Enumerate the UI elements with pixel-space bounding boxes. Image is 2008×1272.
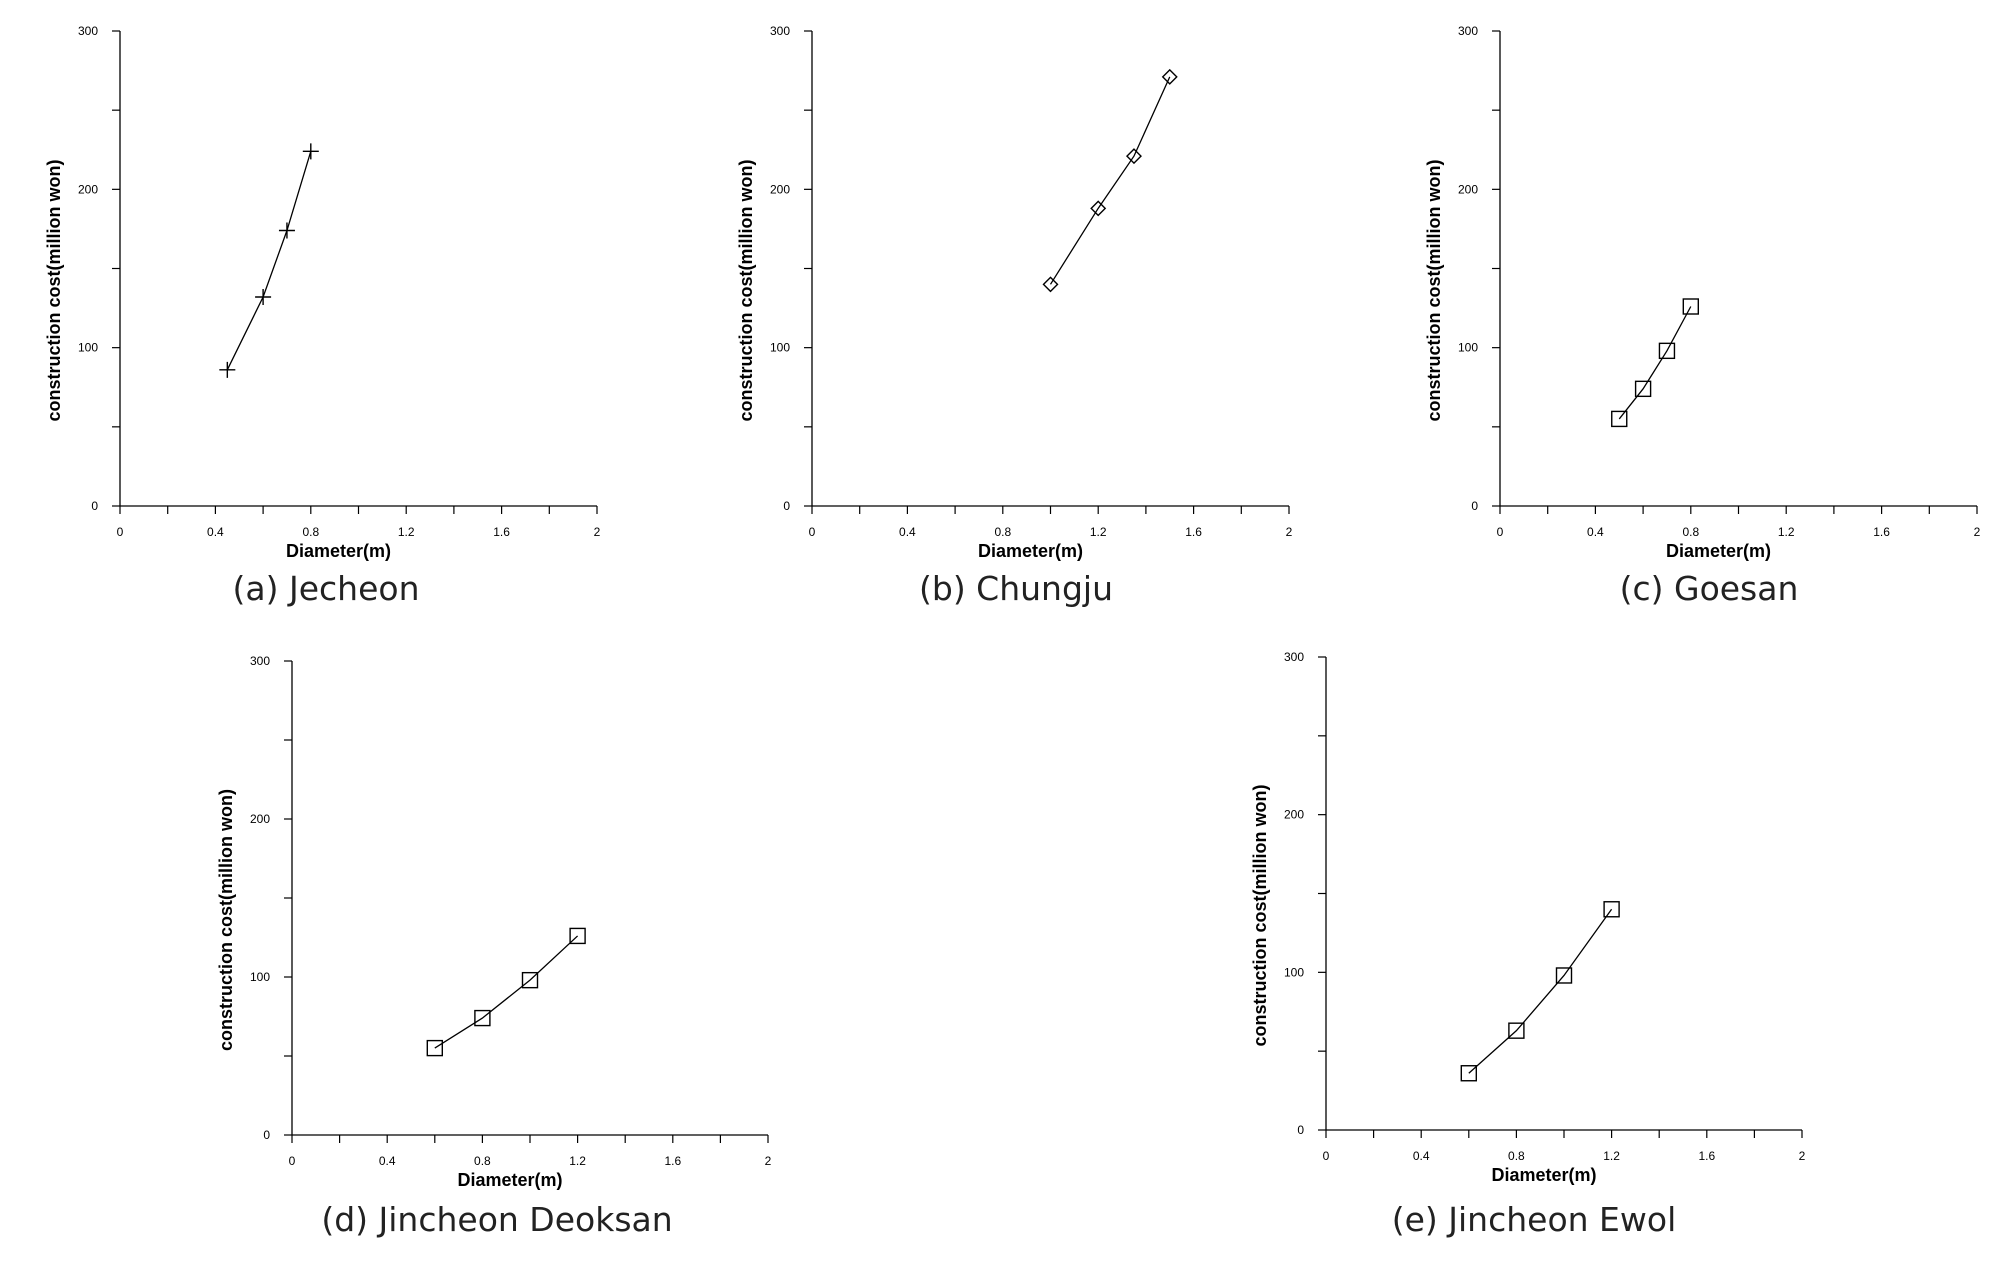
- y-tick-label: 200: [1284, 808, 1304, 822]
- y-axis-title: construction cost(million won): [1250, 785, 1270, 1047]
- y-tick-label: 200: [1458, 182, 1478, 196]
- y-axis-title: construction cost(million won): [1424, 160, 1444, 422]
- x-tick-label: 1.6: [493, 525, 510, 539]
- x-tick-label: 0.8: [994, 525, 1011, 539]
- x-tick-label: 1.2: [398, 525, 415, 539]
- x-tick-label: 1.6: [1873, 525, 1890, 539]
- series-line: [434, 935, 579, 1049]
- x-tick-label: 0: [1497, 525, 1504, 539]
- x-tick-label: 0.8: [474, 1154, 491, 1168]
- data-point-square: [1508, 1022, 1525, 1039]
- x-tick-label: 0: [1323, 1149, 1330, 1163]
- y-tick-label: 100: [770, 341, 790, 355]
- y-tick-label: 300: [250, 654, 270, 668]
- series-line: [1049, 76, 1171, 285]
- x-tick-label: 2: [1286, 525, 1293, 539]
- data-point-square: [569, 927, 586, 945]
- y-tick-label: 300: [1284, 650, 1304, 664]
- data-point-square: [1460, 1065, 1478, 1082]
- data-point-diamond: [1161, 68, 1178, 85]
- x-tick-label: 0.8: [302, 525, 319, 539]
- series-line: [1618, 306, 1692, 420]
- y-tick-label: 0: [783, 499, 790, 513]
- chart-caption: (b) Chungju: [918, 569, 1114, 608]
- y-tick-label: 200: [78, 182, 98, 196]
- data-point-square: [1611, 410, 1628, 428]
- data-point-diamond: [1125, 148, 1142, 165]
- x-tick-label: 0.4: [379, 1154, 396, 1168]
- y-tick-label: 0: [263, 1128, 270, 1142]
- x-axis-title: Diameter(m): [1666, 541, 1771, 561]
- chart-caption: (a) Jecheon: [232, 569, 420, 608]
- series-line: [226, 151, 312, 371]
- x-tick-label: 0.4: [1587, 525, 1604, 539]
- y-tick-label: 300: [78, 24, 98, 38]
- x-tick-label: 1.2: [569, 1154, 586, 1168]
- y-axis-title: construction cost(million won): [216, 789, 236, 1051]
- x-tick-label: 0.4: [207, 525, 224, 539]
- x-tick-label: 0.4: [899, 525, 916, 539]
- y-tick-label: 300: [1458, 24, 1478, 38]
- series-line: [1468, 908, 1613, 1074]
- y-axis-title: construction cost(million won): [44, 160, 64, 422]
- x-tick-label: 0.8: [1682, 525, 1699, 539]
- data-point-diamond: [1090, 200, 1107, 217]
- data-point-square: [1555, 967, 1573, 984]
- y-tick-label: 300: [770, 24, 790, 38]
- x-tick-label: 0.8: [1508, 1149, 1525, 1163]
- x-axis-title: Diameter(m): [978, 541, 1083, 561]
- x-axis-title: Diameter(m): [457, 1170, 562, 1190]
- x-tick-label: 1.6: [1698, 1149, 1715, 1163]
- x-tick-label: 0: [289, 1154, 296, 1168]
- x-axis-title: Diameter(m): [1491, 1165, 1596, 1185]
- x-tick-label: 1.2: [1778, 525, 1795, 539]
- chart-caption: (c) Goesan: [1619, 569, 1799, 608]
- data-point-plus: [219, 361, 236, 378]
- data-point-square: [1682, 298, 1700, 315]
- x-tick-label: 0: [117, 525, 124, 539]
- x-tick-label: 1.2: [1603, 1149, 1620, 1163]
- y-tick-label: 100: [1284, 965, 1304, 979]
- data-point-square: [1658, 342, 1676, 360]
- y-tick-label: 100: [250, 970, 270, 984]
- y-tick-label: 0: [1471, 499, 1478, 513]
- x-tick-label: 2: [1974, 525, 1981, 539]
- y-tick-label: 200: [250, 812, 270, 826]
- data-point-square: [1634, 380, 1652, 398]
- x-tick-label: 0.4: [1413, 1149, 1430, 1163]
- x-tick-label: 2: [1799, 1149, 1806, 1163]
- x-tick-label: 2: [765, 1154, 772, 1168]
- data-point-square: [426, 1039, 443, 1057]
- chart-caption: (e) Jincheon Ewol: [1391, 1200, 1677, 1239]
- data-point-diamond: [1042, 276, 1059, 293]
- data-point-plus: [278, 222, 295, 239]
- x-tick-label: 2: [594, 525, 601, 539]
- data-point-plus: [255, 289, 272, 305]
- y-tick-label: 0: [91, 499, 98, 513]
- data-point-square: [1603, 901, 1620, 918]
- y-tick-label: 100: [1458, 341, 1478, 355]
- y-tick-label: 100: [78, 341, 98, 355]
- data-point-plus: [302, 143, 319, 160]
- x-tick-label: 1.2: [1090, 525, 1107, 539]
- data-point-square: [474, 1009, 491, 1027]
- x-tick-label: 0: [809, 525, 816, 539]
- chart-caption: (d) Jincheon Deoksan: [321, 1200, 673, 1239]
- y-tick-label: 200: [770, 182, 790, 196]
- x-axis-title: Diameter(m): [286, 541, 391, 561]
- x-tick-label: 1.6: [664, 1154, 681, 1168]
- y-axis-title: construction cost(million won): [736, 160, 756, 422]
- y-tick-label: 0: [1297, 1123, 1304, 1137]
- x-tick-label: 1.6: [1185, 525, 1202, 539]
- data-point-square: [521, 971, 539, 989]
